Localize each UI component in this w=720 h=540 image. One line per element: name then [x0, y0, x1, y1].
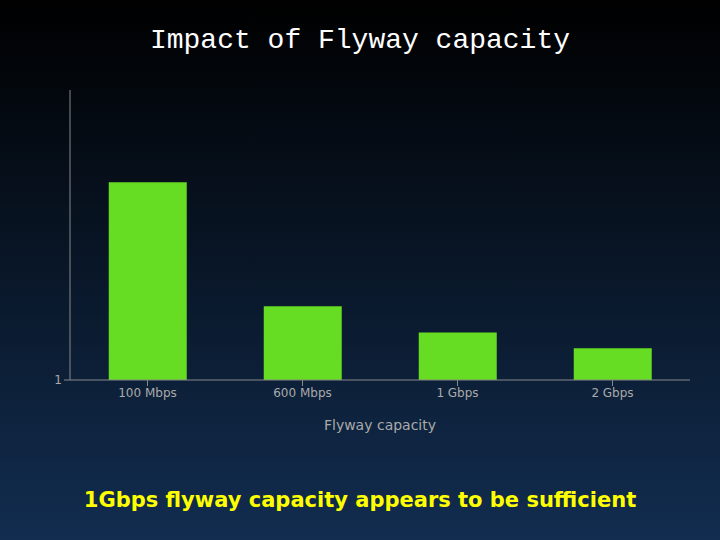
- svg-text:600 Mbps: 600 Mbps: [273, 386, 332, 400]
- svg-text:100 Mbps: 100 Mbps: [118, 386, 177, 400]
- svg-text:1: 1: [54, 373, 62, 387]
- svg-text:Flyway capacity: Flyway capacity: [324, 417, 436, 433]
- html-text:Impact of Flyway capacity: Impact of Flyway capacity: [150, 24, 570, 56]
- svg-text:2 Gbps: 2 Gbps: [591, 386, 633, 400]
- svg-text:1 Gbps: 1 Gbps: [436, 386, 478, 400]
- html-text:1Gbps flyway capacity appears: 1Gbps flyway capacity appears to be suff…: [83, 488, 637, 512]
